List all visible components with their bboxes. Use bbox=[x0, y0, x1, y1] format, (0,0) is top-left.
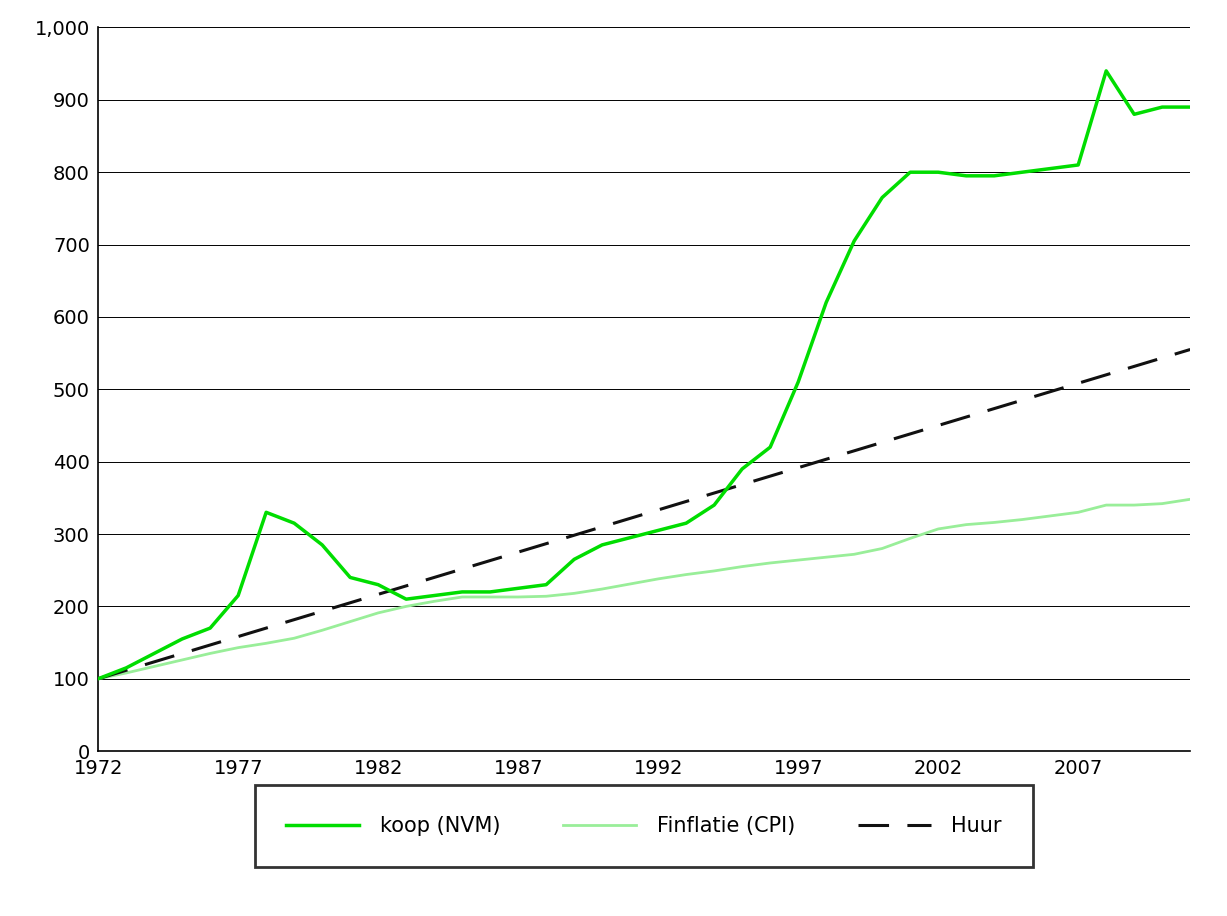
Legend: koop (NVM), Finflatie (CPI), Huur: koop (NVM), Finflatie (CPI), Huur bbox=[255, 785, 1033, 867]
